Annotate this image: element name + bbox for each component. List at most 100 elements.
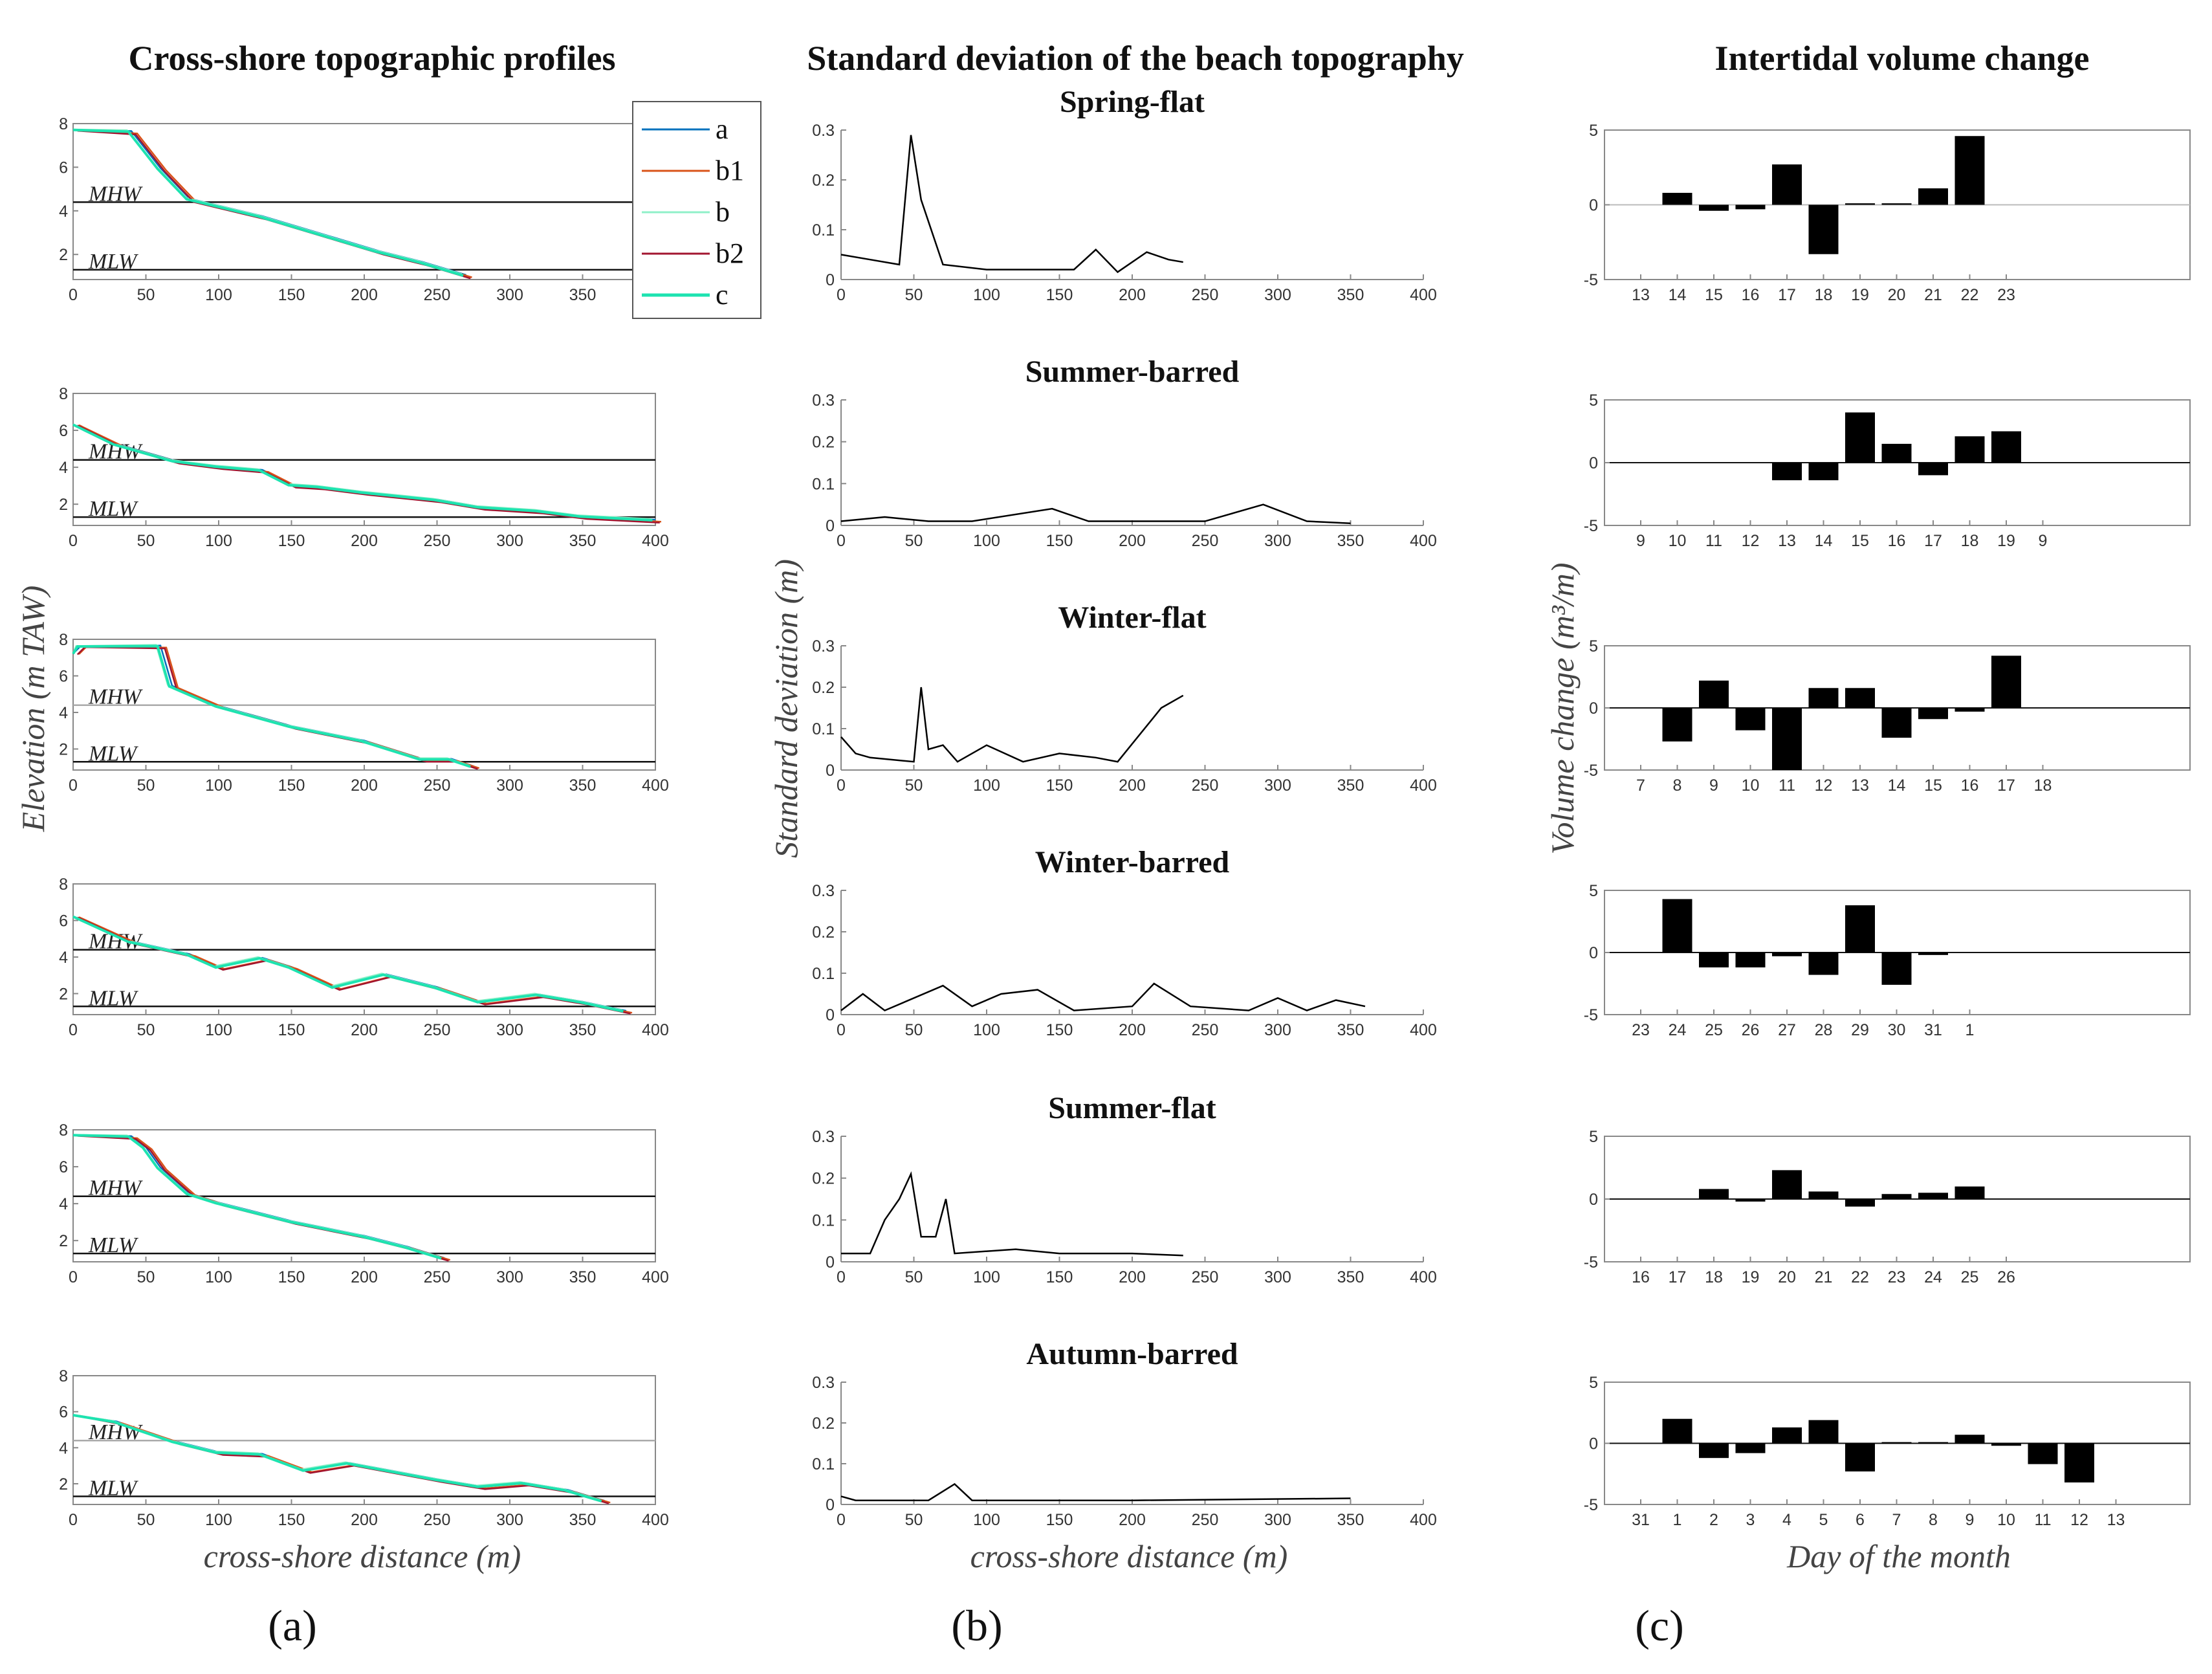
volume-bar	[1845, 1199, 1875, 1207]
x-tick-label: 50	[905, 1021, 923, 1039]
y-tick-label: 6	[59, 1158, 68, 1176]
x-tick-label: 350	[1337, 532, 1364, 550]
x-tick-label: 250	[1192, 1021, 1219, 1039]
x-tick-label: 200	[1119, 532, 1146, 550]
y-tick-label: 8	[59, 876, 68, 894]
x-tick-label: 350	[1337, 1511, 1364, 1529]
y-tick-label: 6	[59, 1404, 68, 1422]
std-line	[840, 503, 1351, 525]
day-tick-label: 18	[1815, 286, 1833, 304]
y-tick-label: 0.3	[812, 637, 835, 655]
profile-line-b1	[78, 1415, 611, 1504]
x-tick-label: 0	[837, 286, 846, 304]
y-tick-label: 0.1	[812, 720, 835, 738]
y-tick-label: 0.3	[812, 122, 835, 140]
x-tick-label: 400	[642, 1511, 669, 1529]
day-tick-label: 1	[1673, 1511, 1682, 1529]
volume-bar	[1845, 1443, 1875, 1471]
profile-subplot-6: 0 50 100 150 200 250 300 350 400 2 4 6 8 MHW MLW	[59, 1367, 669, 1529]
volume-bar	[1662, 708, 1692, 742]
x-tick-label: 100	[205, 1511, 232, 1529]
x-tick-label: 300	[496, 776, 523, 795]
volume-bar	[1955, 1186, 1985, 1199]
day-tick-label: 11	[2035, 1511, 2052, 1529]
y-tick-label: 0.2	[812, 171, 835, 190]
x-tick-label: 0	[69, 1268, 78, 1286]
y-tick-label: 4	[59, 704, 68, 722]
x-tick-label: 200	[1119, 1268, 1146, 1286]
mhw-label: MHW	[88, 685, 143, 709]
day-tick-label: 24	[1924, 1268, 1942, 1286]
volume-bar	[1772, 953, 1802, 956]
y-tick-label: 6	[59, 912, 68, 931]
x-tick-label: 0	[837, 776, 846, 795]
x-tick-label: 50	[137, 1511, 155, 1529]
day-tick-label: 14	[1815, 532, 1833, 550]
day-tick-label: 16	[1632, 1268, 1650, 1286]
day-tick-label: 23	[1888, 1268, 1906, 1286]
volume-bar	[1845, 905, 1875, 953]
day-tick-label: 16	[1961, 776, 1979, 795]
day-tick-label: 13	[1778, 532, 1796, 550]
x-tick-label: 400	[1410, 1021, 1437, 1039]
x-tick-label: 400	[1410, 776, 1437, 795]
x-tick-label: 250	[424, 1268, 451, 1286]
volume-bar	[1991, 1443, 2021, 1446]
std-subplot-title: Spring-flat	[1060, 85, 1205, 119]
profile-subplot-3: 0 50 100 150 200 250 300 350 400 2 4 6 8 MHW MLW	[59, 631, 669, 795]
x-tick-label: 50	[137, 1021, 155, 1039]
y-tick-label: 0	[826, 271, 835, 289]
y-tick-label: -5	[1584, 1006, 1598, 1024]
std-subplot-title: Autumn-barred	[1026, 1337, 1238, 1371]
profile-line-b	[72, 423, 652, 520]
y-tick-label: 0	[1589, 1191, 1598, 1209]
volume-bar	[1918, 1442, 1948, 1444]
x-tick-label: 200	[351, 532, 378, 550]
y-tick-label: 5	[1589, 122, 1598, 140]
volume-bar	[1845, 203, 1875, 205]
x-tick-label: 300	[496, 1021, 523, 1039]
x-tick-label: 350	[1337, 776, 1364, 795]
y-tick-label: 0	[826, 1496, 835, 1514]
y-tick-label: 8	[59, 1367, 68, 1385]
x-tick-label: 200	[1119, 286, 1146, 304]
y-tick-label: 6	[59, 159, 68, 177]
day-tick-label: 23	[1997, 286, 2015, 304]
mlw-label: MLW	[88, 742, 138, 765]
y-tick-label: 4	[59, 1195, 68, 1213]
mlw-label: MLW	[88, 250, 138, 274]
std-subplot-2: Summer-barred 0 50 100 150 200 250 300 350 400 0 0.…	[812, 355, 1437, 550]
x-tick-label: 200	[351, 776, 378, 795]
x-tick-label: 250	[424, 1021, 451, 1039]
mhw-label: MHW	[88, 1176, 143, 1200]
x-tick-label: 150	[1046, 532, 1073, 550]
x-tick-label: 350	[569, 532, 597, 550]
day-tick-label: 12	[1815, 776, 1833, 795]
x-tick-label: 100	[973, 286, 1000, 304]
x-tick-label: 300	[1264, 1511, 1291, 1529]
volume-bar	[1808, 204, 1839, 254]
day-tick-label: 25	[1961, 1268, 1979, 1286]
mlw-label: MLW	[88, 986, 138, 1010]
x-tick-label: 150	[278, 1021, 305, 1039]
x-tick-label: 400	[1410, 286, 1437, 304]
profile-line-a	[72, 1414, 605, 1502]
day-tick-label: 19	[1742, 1268, 1760, 1286]
x-tick-label: 50	[137, 286, 155, 304]
title-std: Standard deviation of the beach topograp…	[807, 39, 1464, 78]
x-tick-label: 400	[1410, 532, 1437, 550]
day-tick-label: 16	[1742, 286, 1760, 304]
legend-label-a: a	[716, 113, 728, 145]
y-tick-label: 8	[59, 115, 68, 133]
y-tick-label: 0.3	[812, 391, 835, 410]
day-tick-label: 11	[1705, 532, 1722, 550]
panel-label-b: (b)	[951, 1601, 1002, 1650]
std-line	[841, 1171, 1183, 1257]
day-tick-label: 12	[2070, 1511, 2088, 1529]
x-tick-label: 0	[837, 1021, 846, 1039]
y-tick-label: 2	[59, 496, 68, 514]
day-tick-label: 15	[1924, 776, 1942, 795]
x-tick-label: 400	[642, 776, 669, 795]
profile-line-b2	[77, 916, 631, 1015]
